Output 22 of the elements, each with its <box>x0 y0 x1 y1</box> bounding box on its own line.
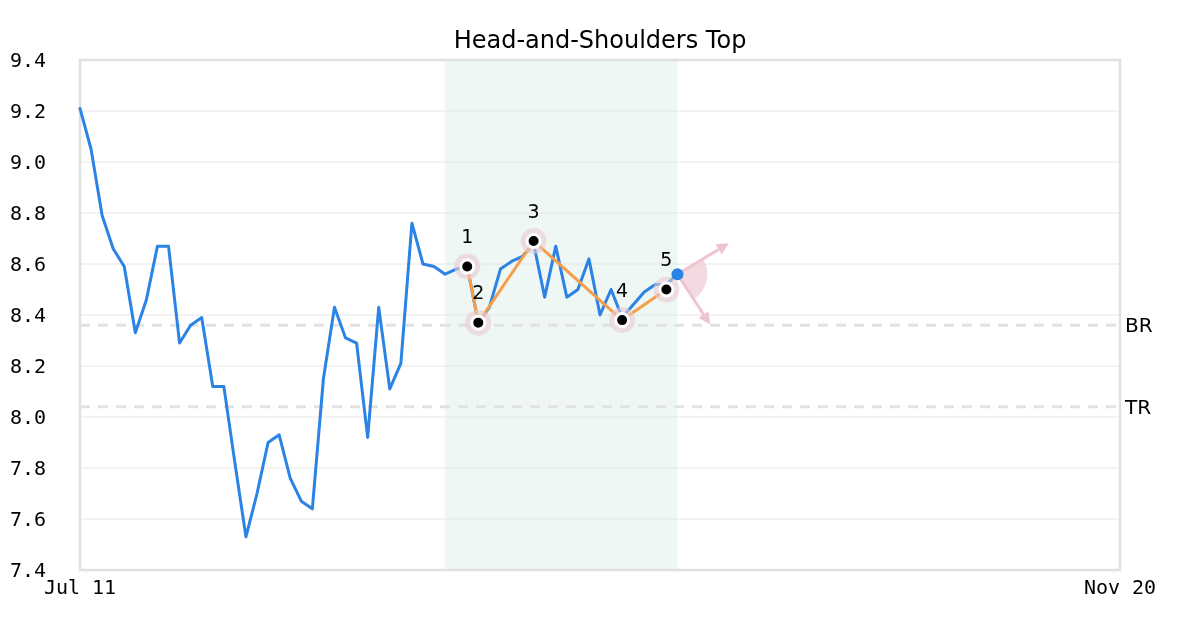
y-tick-label: 9.2 <box>9 99 46 123</box>
x-tick-label: Nov 20 <box>1083 575 1157 599</box>
annotation: 3 <box>527 199 540 222</box>
ref-line-label: TR <box>1124 394 1152 419</box>
annotation: 2 <box>472 281 485 304</box>
x-tick-label: Jul 11 <box>43 575 117 599</box>
y-tick-label: 9.4 <box>9 48 46 72</box>
chart-title: Head-and-Shoulders Top <box>453 26 747 54</box>
annotation: 4 <box>616 278 629 301</box>
y-tick-label: 8.2 <box>9 354 46 378</box>
annotation: 5 <box>660 248 673 271</box>
y-tick-label: 9.0 <box>9 150 46 174</box>
point <box>671 268 684 281</box>
y-tick-label: 8.6 <box>9 252 46 276</box>
y-tick-label: 8.4 <box>9 303 46 327</box>
annotation: 1 <box>461 225 474 248</box>
y-tick-label: 7.4 <box>9 558 46 582</box>
y-tick-label: 7.6 <box>9 507 46 531</box>
y-tick-label: 7.8 <box>9 456 46 480</box>
y-tick-label: 8.0 <box>9 405 46 429</box>
y-tick-label: 8.8 <box>9 201 46 225</box>
ref-line-label: BR <box>1125 313 1153 338</box>
